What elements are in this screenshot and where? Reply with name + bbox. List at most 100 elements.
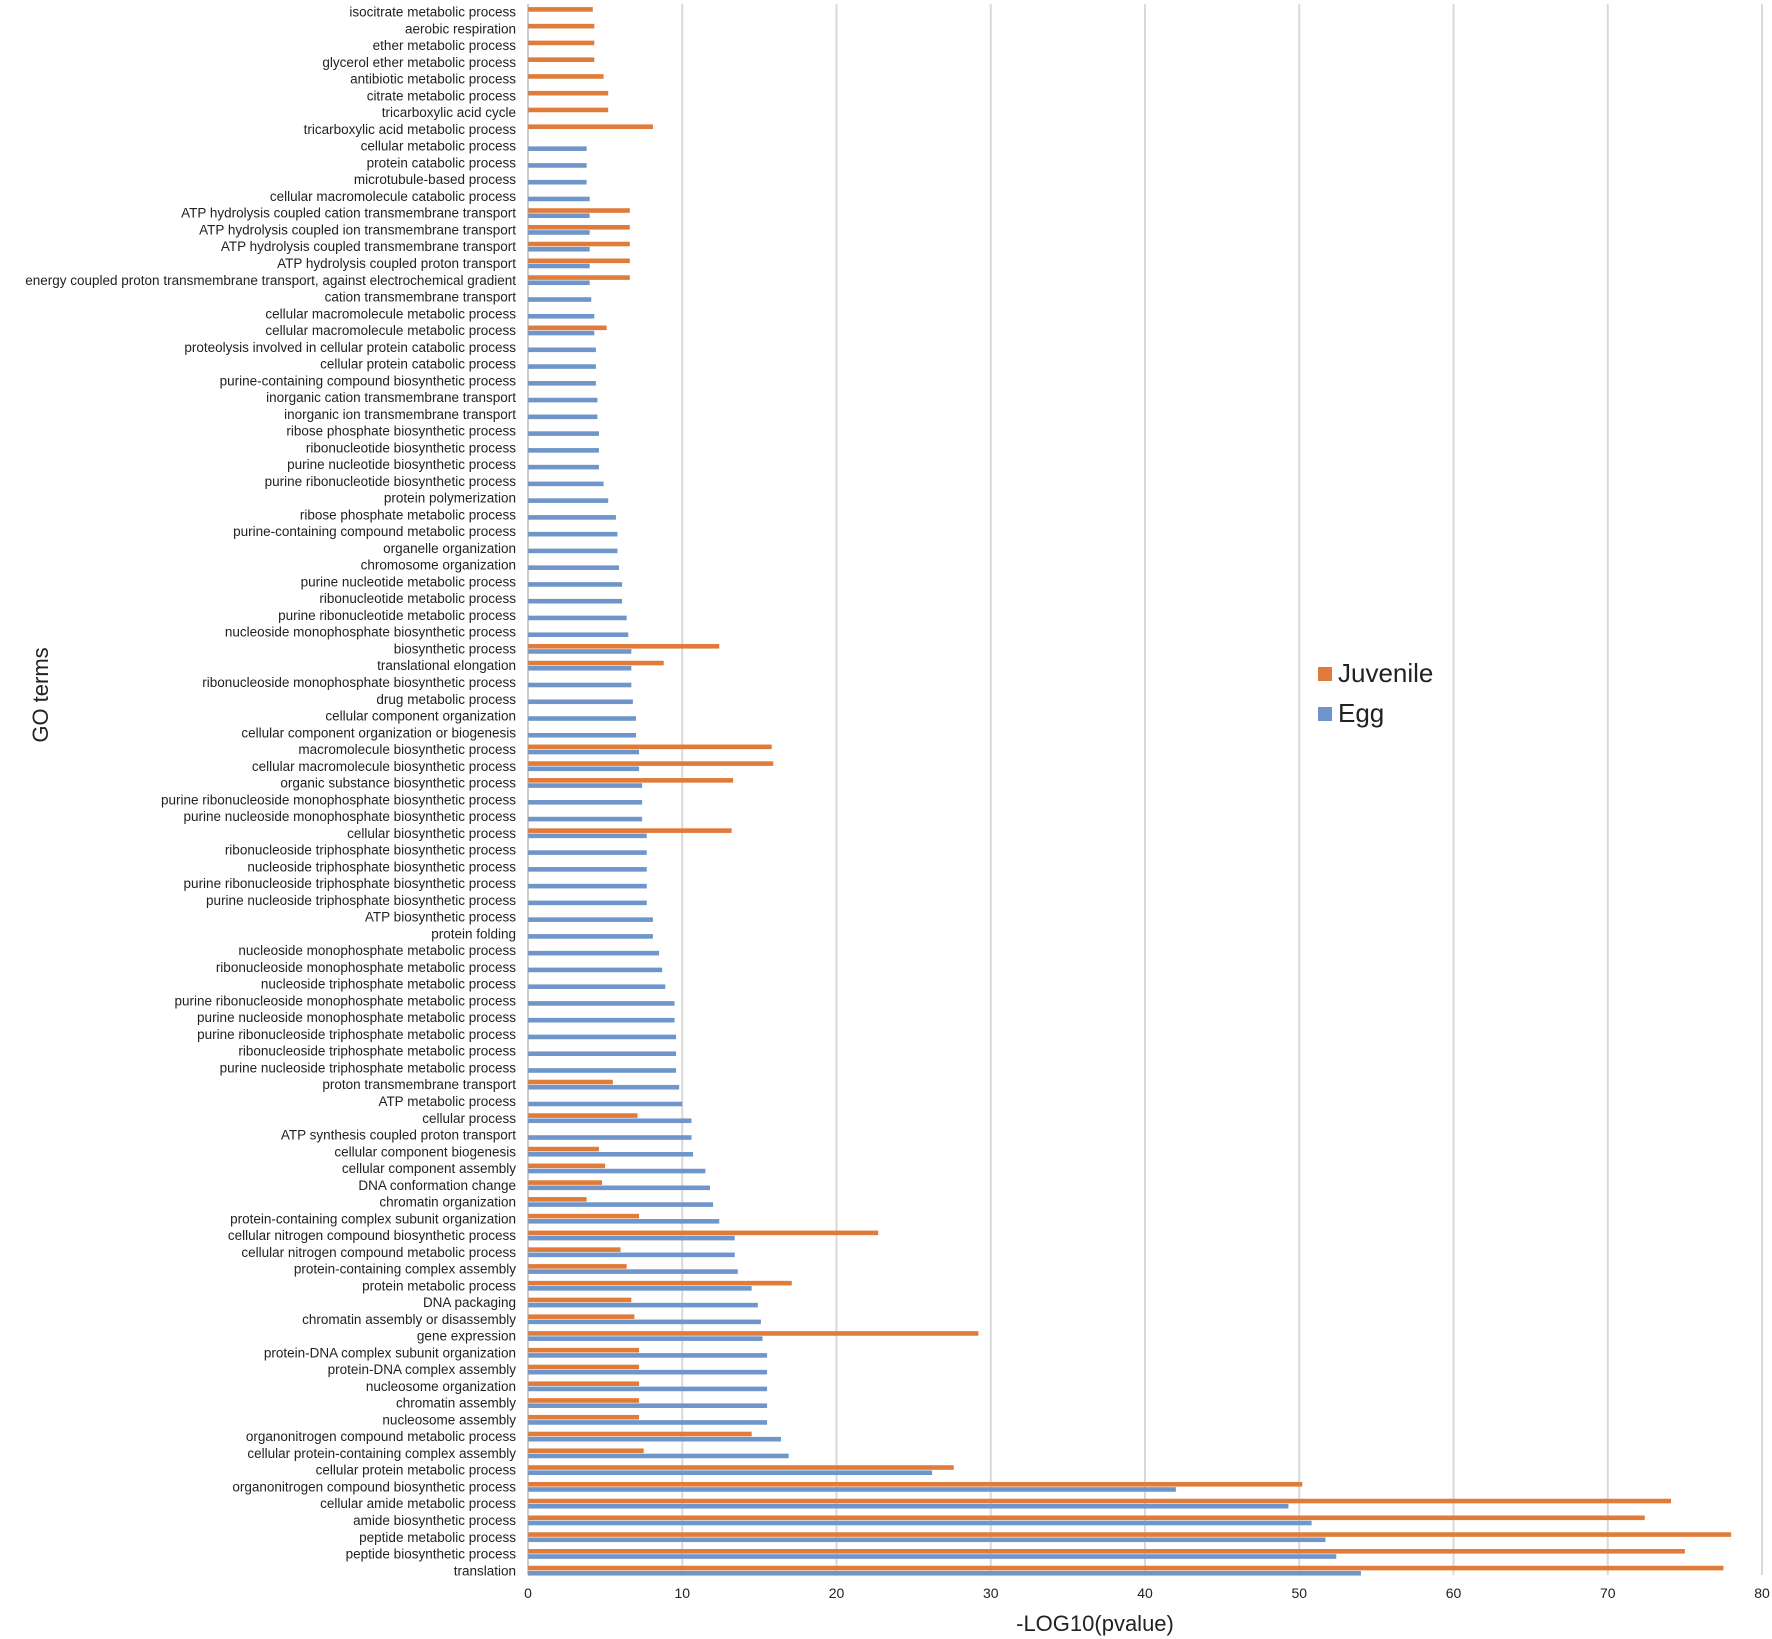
legend-label-juvenile: Juvenile: [1338, 658, 1433, 688]
category-label-antibiotic-metabolic-process: antibiotic metabolic process: [350, 72, 516, 87]
bar-egg-protein-catabolic-process: [528, 163, 587, 168]
category-label-drug-metabolic-process: drug metabolic process: [376, 692, 516, 707]
category-label-purine-nucleoside-monophosphate-metabolic-process: purine nucleoside monophosphate metaboli…: [197, 1010, 516, 1025]
bar-egg-cellular-macromolecule-biosynthetic-process: [528, 766, 640, 772]
bar-egg-inorganic-cation-transmembrane-transport: [528, 397, 598, 403]
category-label-cellular-amide-metabolic-process: cellular amide metabolic process: [320, 1496, 516, 1511]
category-label-proton-transmembrane-transport: proton transmembrane transport: [322, 1077, 516, 1092]
bar-egg-atp-hydrolysis-coupled-ion-transmembrane-transport: [528, 230, 590, 235]
x-tick-label-60: 60: [1446, 1585, 1462, 1601]
bar-juvenile-protein-containing-complex-subunit-organization: [528, 1213, 640, 1219]
bar-egg-biosynthetic-process: [528, 649, 632, 654]
category-label-cellular-macromolecule-catabolic-process: cellular macromolecule catabolic process: [270, 189, 516, 204]
category-label-chromatin-assembly: chromatin assembly: [396, 1396, 516, 1411]
category-label-purine-nucleotide-biosynthetic-process: purine nucleotide biosynthetic process: [287, 457, 516, 472]
bar-egg-ribose-phosphate-metabolic-process: [528, 515, 616, 520]
bar-juvenile-citrate-metabolic-process: [528, 90, 609, 96]
bar-egg-purine-ribonucleoside-triphosphate-metabolic-process: [528, 1034, 677, 1040]
bar-egg-chromatin-assembly: [528, 1403, 768, 1408]
category-label-nucleoside-triphosphate-biosynthetic-process: nucleoside triphosphate biosynthetic pro…: [247, 859, 516, 874]
category-label-atp-hydrolysis-coupled-ion-transmembrane-transport: ATP hydrolysis coupled ion transmembrane…: [199, 222, 516, 237]
bar-egg-atp-metabolic-process: [528, 1101, 683, 1107]
category-label-organelle-organization: organelle organization: [383, 541, 516, 556]
category-label-protein-polymerization: protein polymerization: [384, 491, 516, 506]
bar-juvenile-amide-biosynthetic-process: [528, 1515, 1645, 1521]
category-label-cellular-protein-metabolic-process: cellular protein metabolic process: [316, 1463, 517, 1478]
bar-egg-purine-nucleoside-monophosphate-biosynthetic-process: [528, 816, 643, 822]
x-tick-labels: 0 10 20 30 40 50 60 70 80: [524, 1585, 1770, 1601]
bar-juvenile-atp-hydrolysis-coupled-ion-transmembrane-transport: [528, 224, 630, 230]
bar-juvenile-cellular-protein-metabolic-process: [528, 1465, 954, 1470]
bar-juvenile-ether-metabolic-process: [528, 40, 595, 46]
bar-egg-amide-biosynthetic-process: [528, 1520, 1312, 1526]
bar-juvenile-dna-conformation-change: [528, 1180, 603, 1185]
bar-egg-organonitrogen-compound-metabolic-process: [528, 1436, 781, 1442]
bar-egg-ribonucleoside-triphosphate-biosynthetic-process: [528, 850, 647, 855]
category-label-cellular-nitrogen-compound-metabolic-process: cellular nitrogen compound metabolic pro…: [241, 1245, 516, 1260]
category-label-cellular-protein-catabolic-process: cellular protein catabolic process: [320, 357, 516, 372]
bar-egg-macromolecule-biosynthetic-process: [528, 749, 640, 755]
bar-egg-protein-dna-complex-subunit-organization: [528, 1353, 768, 1358]
bar-juvenile-chromatin-assembly: [528, 1398, 640, 1403]
category-label-purine-nucleotide-metabolic-process: purine nucleotide metabolic process: [301, 574, 517, 589]
category-label-chromatin-assembly-or-disassembly: chromatin assembly or disassembly: [302, 1312, 516, 1327]
category-label-atp-biosynthetic-process: ATP biosynthetic process: [365, 910, 516, 925]
category-label-macromolecule-biosynthetic-process: macromolecule biosynthetic process: [298, 742, 516, 757]
bar-egg-ribonucleotide-metabolic-process: [528, 598, 623, 604]
bar-egg-ribonucleoside-monophosphate-metabolic-process: [528, 967, 663, 973]
bar-juvenile-protein-dna-complex-subunit-organization: [528, 1347, 640, 1353]
bar-egg-atp-hydrolysis-coupled-proton-transport: [528, 263, 590, 269]
category-label-purine-ribonucleotide-biosynthetic-process: purine ribonucleotide biosynthetic proce…: [265, 474, 517, 489]
category-label-ribose-phosphate-metabolic-process: ribose phosphate metabolic process: [300, 507, 516, 522]
category-label-energy-coupled-proton-transmembrane-transport-against-electrochemical-gradient: energy coupled proton transmembrane tran…: [25, 273, 516, 288]
bar-egg-organic-substance-biosynthetic-process: [528, 783, 643, 788]
category-label-gene-expression: gene expression: [417, 1329, 516, 1344]
bar-egg-cellular-component-organization-or-biogenesis: [528, 732, 636, 738]
category-label-isocitrate-metabolic-process: isocitrate metabolic process: [349, 5, 516, 20]
category-label-tricarboxylic-acid-cycle: tricarboxylic acid cycle: [382, 105, 516, 120]
x-tick-label-50: 50: [1291, 1585, 1307, 1601]
bar-egg-nucleoside-monophosphate-biosynthetic-process: [528, 632, 629, 638]
bar-egg-organonitrogen-compound-biosynthetic-process: [528, 1487, 1176, 1492]
bar-juvenile-tricarboxylic-acid-cycle: [528, 107, 609, 113]
category-label-protein-catabolic-process: protein catabolic process: [367, 155, 517, 170]
bar-egg-ribonucleotide-biosynthetic-process: [528, 448, 599, 453]
category-label-purine-nucleoside-triphosphate-biosynthetic-process: purine nucleoside triphosphate biosynthe…: [206, 893, 516, 908]
legend-swatch-egg: [1318, 707, 1332, 721]
bar-egg-protein-folding: [528, 934, 653, 939]
bar-juvenile-cellular-amide-metabolic-process: [528, 1498, 1671, 1504]
category-label-protein-containing-complex-subunit-organization: protein-containing complex subunit organ…: [230, 1211, 516, 1226]
legend-label-egg: Egg: [1338, 698, 1384, 728]
category-label-organic-substance-biosynthetic-process: organic substance biosynthetic process: [280, 776, 516, 791]
category-label-purine-nucleoside-triphosphate-metabolic-process: purine nucleoside triphosphate metabolic…: [220, 1060, 517, 1075]
category-label-atp-hydrolysis-coupled-transmembrane-transport: ATP hydrolysis coupled transmembrane tra…: [221, 239, 516, 254]
category-label-cellular-nitrogen-compound-biosynthetic-process: cellular nitrogen compound biosynthetic …: [228, 1228, 516, 1243]
category-label-organonitrogen-compound-metabolic-process: organonitrogen compound metabolic proces…: [246, 1429, 516, 1444]
bar-juvenile-isocitrate-metabolic-process: [528, 7, 593, 12]
x-tick-label-10: 10: [674, 1585, 690, 1601]
bar-egg-translational-elongation: [528, 665, 632, 671]
gridlines: [681, 4, 1763, 1575]
bar-juvenile-protein-dna-complex-assembly: [528, 1364, 640, 1370]
category-label-translational-elongation: translational elongation: [377, 658, 516, 673]
category-label-protein-dna-complex-assembly: protein-DNA complex assembly: [328, 1362, 517, 1377]
x-tick-label-40: 40: [1137, 1585, 1153, 1601]
category-label-inorganic-ion-transmembrane-transport: inorganic ion transmembrane transport: [284, 407, 516, 422]
bar-egg-purine-ribonucleotide-biosynthetic-process: [528, 481, 604, 487]
bar-juvenile-atp-hydrolysis-coupled-transmembrane-transport: [528, 241, 630, 247]
bar-juvenile-cellular-macromolecule-biosynthetic-process: [528, 761, 774, 766]
category-label-cellular-macromolecule-biosynthetic-process: cellular macromolecule biosynthetic proc…: [252, 759, 516, 774]
bar-egg-nucleoside-triphosphate-biosynthetic-process: [528, 867, 647, 872]
bar-juvenile-energy-coupled-proton-transmembrane-transport-against-electrochemical-gradient: [528, 275, 630, 280]
bar-juvenile-atp-hydrolysis-coupled-proton-transport: [528, 258, 630, 264]
category-label-purine-ribonucleoside-monophosphate-metabolic-process: purine ribonucleoside monophosphate meta…: [175, 993, 517, 1008]
bar-egg-nucleoside-monophosphate-metabolic-process: [528, 950, 660, 956]
bar-egg-proteolysis-involved-in-cellular-protein-catabolic-process: [528, 347, 596, 353]
category-label-nucleosome-organization: nucleosome organization: [366, 1379, 516, 1394]
bar-egg-atp-synthesis-coupled-proton-transport: [528, 1135, 692, 1140]
legend: Juvenile Egg: [1318, 658, 1433, 728]
bar-juvenile-atp-hydrolysis-coupled-cation-transmembrane-transport: [528, 208, 630, 213]
category-label-chromatin-organization: chromatin organization: [379, 1195, 516, 1210]
category-label-purine-containing-compound-biosynthetic-process: purine-containing compound biosynthetic …: [220, 373, 517, 388]
bar-egg-cellular-protein-metabolic-process: [528, 1470, 933, 1476]
